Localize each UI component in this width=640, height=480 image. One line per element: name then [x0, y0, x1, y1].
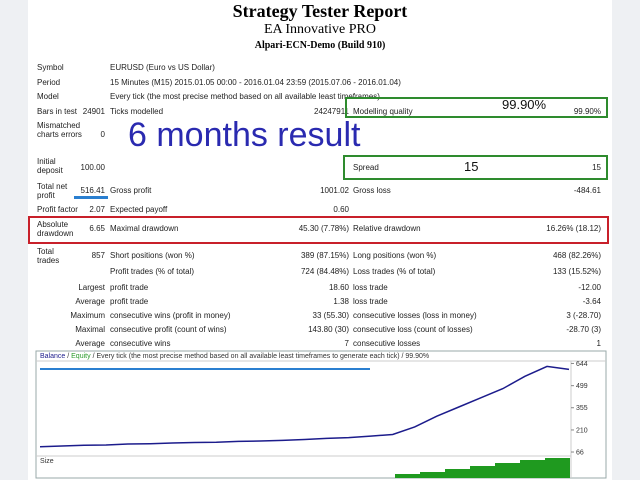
label: Mismatched charts errors	[37, 121, 82, 139]
label: Absolute drawdown	[37, 220, 74, 238]
value: 33 (55.30)	[312, 311, 349, 320]
label: Average	[75, 339, 105, 348]
label: Gross profit	[110, 186, 152, 195]
y-tick-label: 210	[576, 427, 588, 434]
label: Total trades	[37, 247, 60, 265]
value: 24247911	[314, 107, 349, 116]
value: 133 (15.52%)	[552, 267, 601, 276]
label: Bars in test	[37, 107, 78, 116]
spread-note: 15	[464, 159, 479, 174]
label: Maximal drawdown	[110, 224, 179, 233]
chart-legend: Balance / Equity / Every tick (the most …	[40, 353, 429, 360]
value: 724 (84.48%)	[300, 267, 349, 276]
label: loss trade	[353, 283, 388, 292]
label: Relative drawdown	[353, 224, 421, 233]
value: 1001.02	[320, 186, 349, 195]
legend-balance: Balance	[40, 353, 65, 360]
label: Profit factor	[37, 205, 78, 214]
size-bars	[395, 458, 570, 478]
label: Long positions (won %)	[353, 251, 437, 260]
label: consecutive profit (count of wins)	[110, 325, 227, 334]
value: 389 (87.15%)	[300, 251, 349, 260]
value: 18.60	[328, 283, 349, 292]
value: Every tick (the most precise method base…	[110, 92, 380, 101]
label: Largest	[78, 283, 105, 292]
y-tick-label: 644	[576, 361, 588, 368]
value: 6.65	[89, 224, 105, 233]
value: 857	[91, 251, 105, 260]
chart-frame	[35, 350, 607, 479]
spread-highlight	[343, 155, 608, 180]
label: Model	[37, 92, 59, 101]
value: 16.26% (18.12)	[546, 224, 601, 233]
label: Period	[37, 78, 61, 87]
value: 7	[344, 339, 349, 348]
label: profit trade	[110, 283, 149, 292]
value: 99.90%	[573, 107, 601, 116]
value: 0	[100, 130, 105, 139]
value: 15	[592, 163, 601, 172]
label: consecutive loss (count of losses)	[353, 325, 473, 334]
label: Initial deposit	[37, 157, 63, 175]
value: 1.38	[333, 297, 349, 306]
label: consecutive wins	[110, 339, 171, 348]
label: consecutive losses (loss in money)	[353, 311, 477, 320]
legend-equity: Equity	[71, 353, 91, 360]
label: Total net profit	[37, 182, 68, 200]
value: 0.60	[333, 205, 349, 214]
value: 15 Minutes (M15) 2015.01.05 00:00 - 2016…	[110, 78, 401, 87]
legend-model: Every tick (the most precise method base…	[96, 353, 399, 360]
value: 24901	[82, 107, 105, 116]
label: Gross loss	[353, 186, 391, 195]
value: 45.30 (7.78%)	[298, 224, 349, 233]
quality-highlight	[345, 97, 608, 118]
title: Strategy Tester Report	[232, 1, 408, 21]
server: Alpari-ECN-Demo (Build 910)	[254, 40, 386, 51]
label: Profit trades (% of total)	[110, 267, 195, 276]
balance-line	[39, 365, 570, 448]
label: Spread	[353, 163, 379, 172]
y-tick-label: 66	[576, 450, 584, 457]
label: Maximum	[70, 311, 105, 320]
label: consecutive losses	[353, 339, 421, 348]
value: 468 (82.26%)	[552, 251, 601, 260]
drawdown-highlight	[28, 216, 609, 244]
value: -28.70 (3)	[566, 325, 601, 334]
value: 1	[596, 339, 601, 348]
y-tick-label: 499	[576, 383, 588, 390]
value: 143.80 (30)	[308, 325, 349, 334]
label: Expected payoff	[110, 205, 168, 214]
label: consecutive wins (profit in money)	[110, 311, 231, 320]
label: Loss trades (% of total)	[353, 267, 436, 276]
label: Ticks modelled	[110, 107, 164, 116]
value: 100.00	[80, 163, 105, 172]
value: 2.07	[89, 205, 105, 214]
value: -3.64	[582, 297, 601, 306]
label: Modelling quality	[353, 107, 413, 116]
label: Maximal	[75, 325, 105, 334]
value: -484.61	[573, 186, 601, 195]
legend-quality: 99.90%	[405, 353, 429, 360]
label: Short positions (won %)	[110, 251, 195, 260]
quality-note: 99.90%	[502, 97, 547, 112]
value: 516.41	[80, 186, 105, 195]
headline: 6 months result	[128, 116, 361, 154]
label: Average	[75, 297, 105, 306]
subtitle: EA Innovative PRO	[264, 22, 376, 37]
value: -12.00	[578, 283, 601, 292]
label: Symbol	[37, 63, 64, 72]
profit-underline	[74, 196, 108, 199]
value: EURUSD (Euro vs US Dollar)	[110, 63, 215, 72]
label: profit trade	[110, 297, 149, 306]
value: 3 (-28.70)	[566, 311, 601, 320]
label: loss trade	[353, 297, 388, 306]
size-label: Size	[40, 458, 54, 465]
y-tick-label: 355	[576, 405, 588, 412]
